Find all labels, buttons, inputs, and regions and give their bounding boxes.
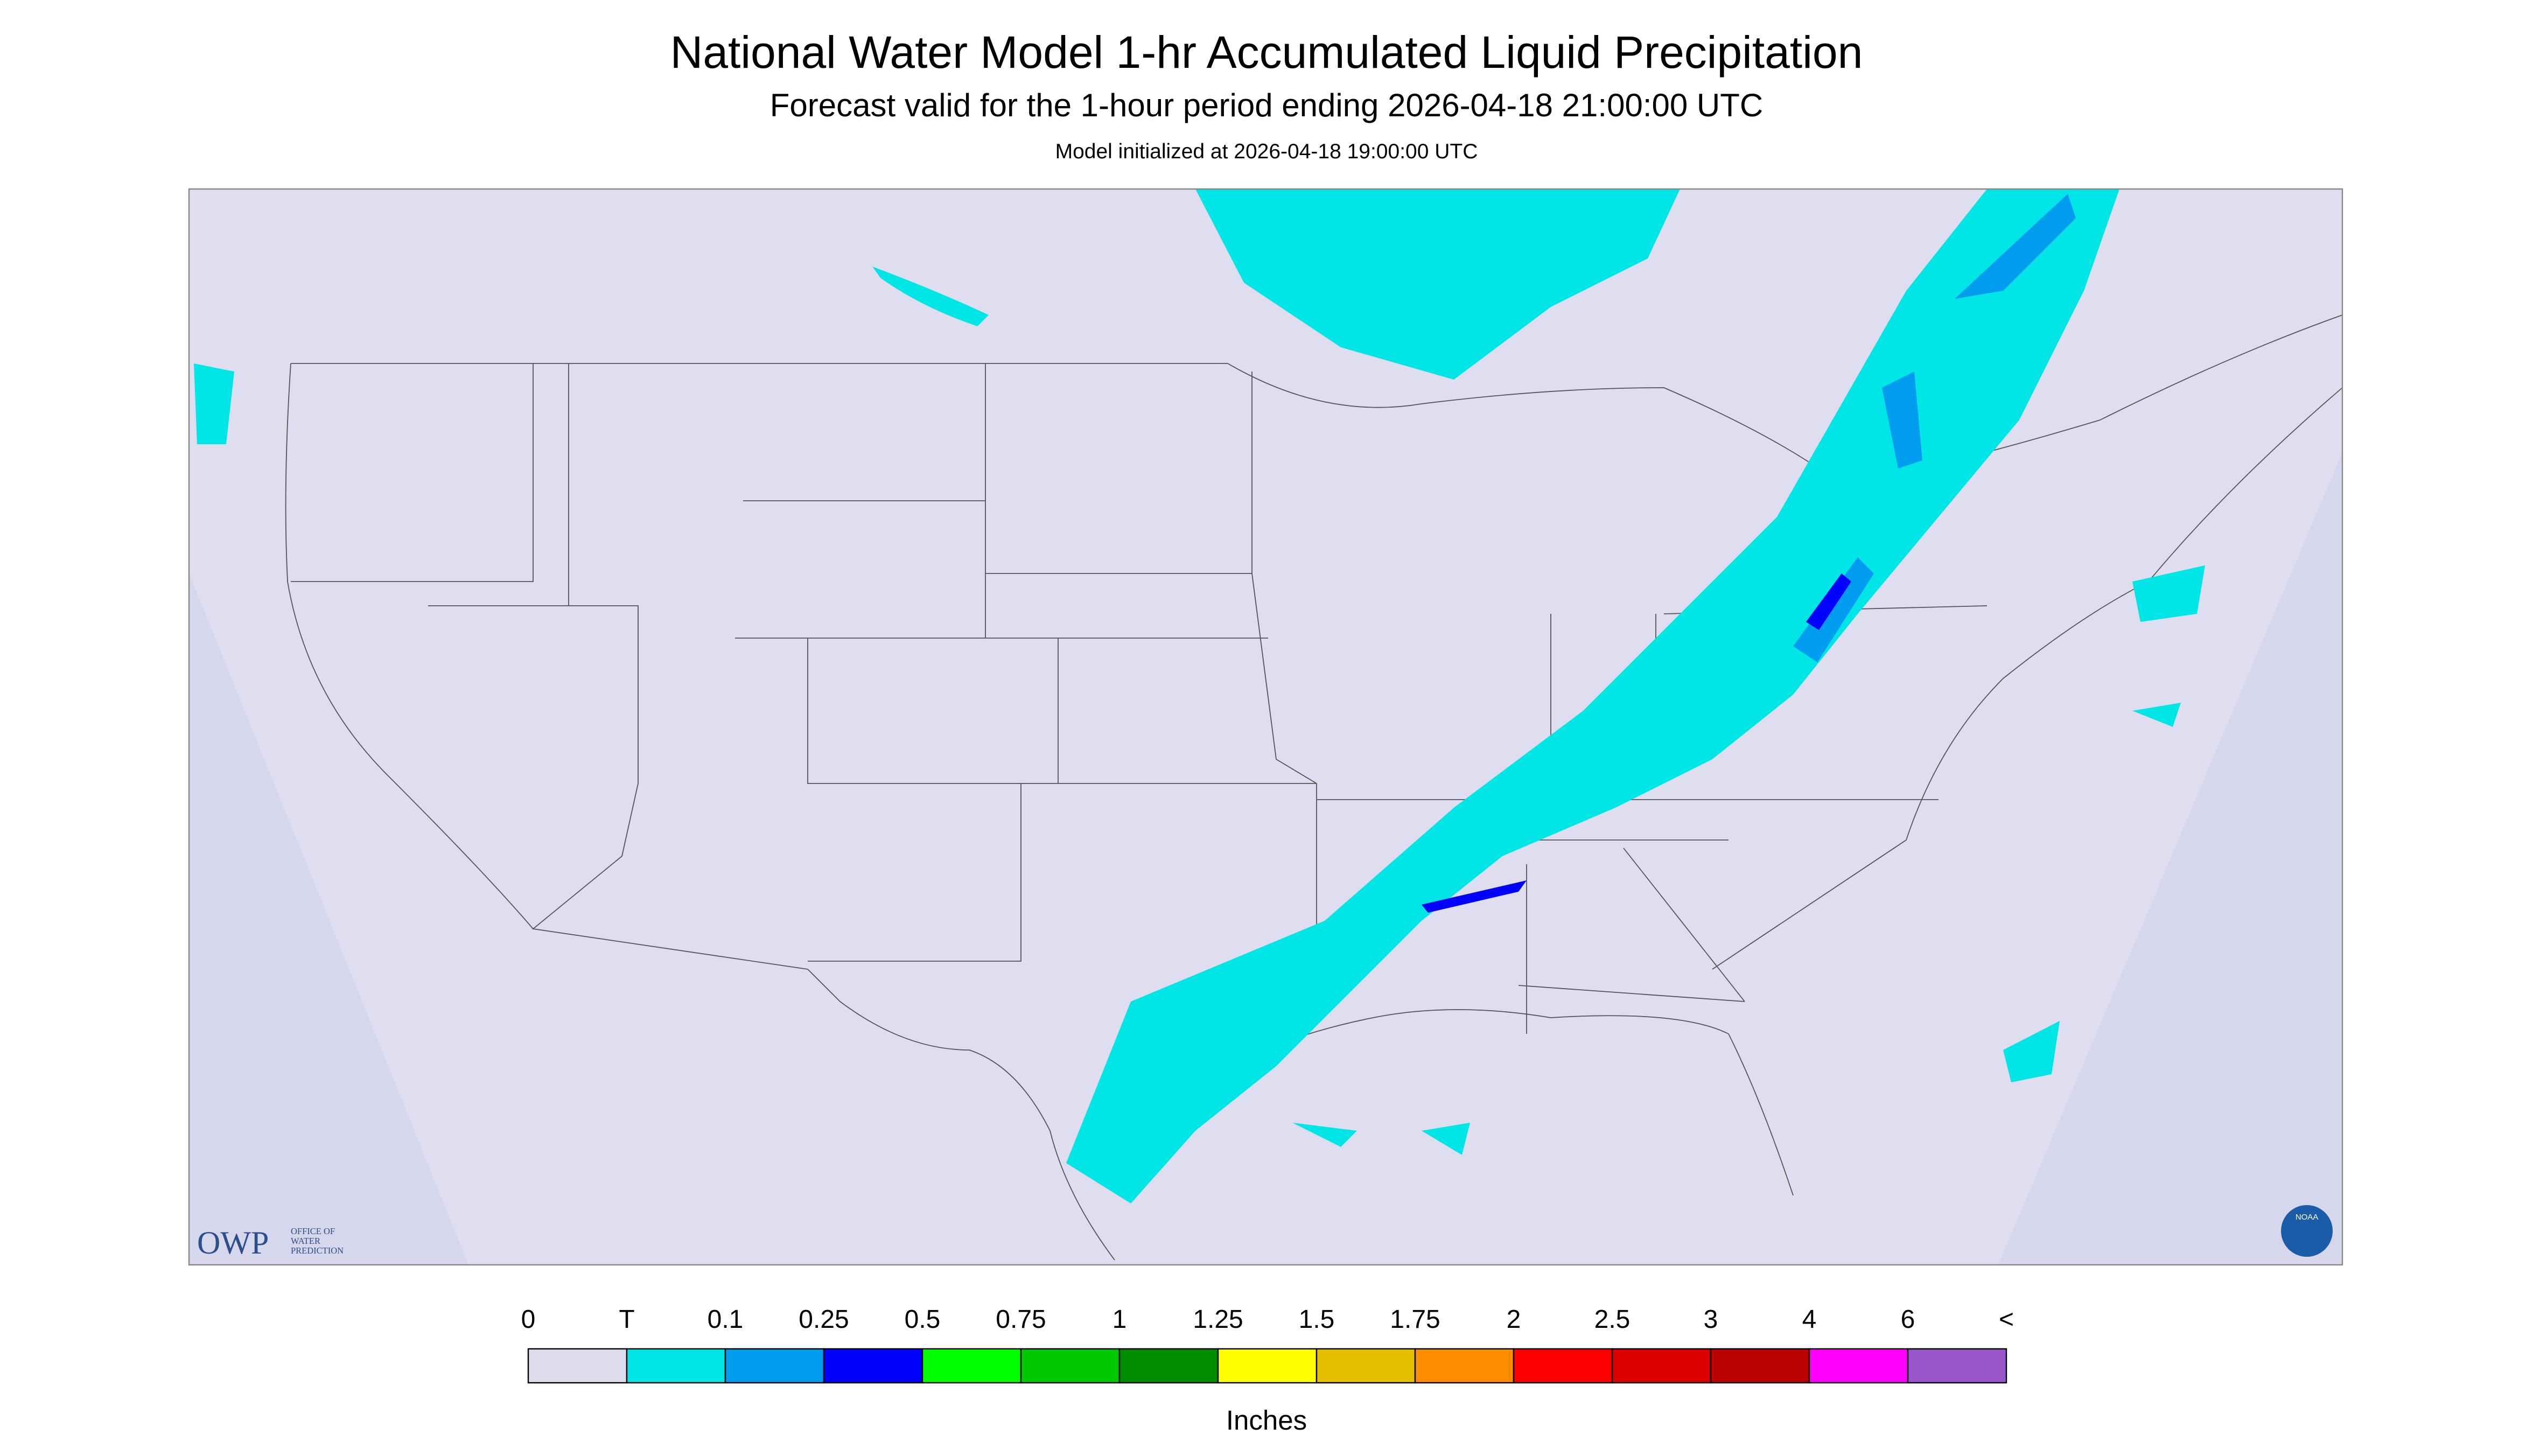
subtitle: Forecast valid for the 1-hour period end…	[770, 87, 1763, 123]
legend-label: 1.5	[1299, 1305, 1335, 1334]
legend-label: 1.75	[1390, 1305, 1440, 1334]
legend-label: 3	[1704, 1305, 1718, 1334]
legend-label: 2	[1507, 1305, 1521, 1334]
legend-swatch	[1414, 1348, 1515, 1384]
noaa-logo	[2281, 1205, 2333, 1257]
legend: 0 T 0.1 0.25 0.5 0.75 1 1.25 1.5 1.75 2 2.5 3 4 6 <	[521, 1305, 2014, 1384]
legend-label: 0.1	[708, 1305, 744, 1334]
owp-logo: OWP	[197, 1225, 269, 1261]
legend-swatch	[823, 1348, 923, 1384]
legend-unit: Inches	[1226, 1405, 1307, 1436]
owp-logo-text: OFFICE OF	[291, 1226, 335, 1236]
legend-swatch	[1611, 1348, 1712, 1384]
legend-label: <	[1999, 1305, 2014, 1334]
legend-label: 2.5	[1594, 1305, 1631, 1334]
borders	[285, 314, 2343, 1261]
map: OWP OFFICE OF WATER PREDICTION NOAA	[188, 188, 2343, 1266]
legend-swatch	[1808, 1348, 1909, 1384]
legend-swatch	[1118, 1348, 1219, 1384]
precip-heavy	[1422, 573, 1851, 913]
legend-label: 0.5	[905, 1305, 941, 1334]
legend-swatch	[527, 1348, 628, 1384]
legend-label: 1.25	[1193, 1305, 1243, 1334]
legend-label: T	[619, 1305, 634, 1334]
owp-logo-text: PREDICTION	[291, 1245, 344, 1256]
owp-logo-text: WATER	[291, 1236, 320, 1246]
legend-label: 0.25	[799, 1305, 849, 1334]
legend-swatch	[724, 1348, 825, 1384]
legend-swatch	[1907, 1348, 2007, 1384]
legend-swatch	[1710, 1348, 1810, 1384]
precip-moderate	[1793, 194, 2076, 663]
legend-swatch	[1316, 1348, 1416, 1384]
legend-label: 0	[521, 1305, 536, 1334]
map-frame	[188, 188, 2343, 1266]
legend-swatch	[1217, 1348, 1318, 1384]
legend-label: 6	[1901, 1305, 1915, 1334]
legend-label: 1	[1112, 1305, 1127, 1334]
noaa-logo-text: NOAA	[2296, 1213, 2319, 1222]
title: National Water Model 1-hr Accumulated Li…	[670, 27, 1863, 78]
legend-label: 4	[1802, 1305, 1817, 1334]
legend-swatch	[1020, 1348, 1121, 1384]
projection-domain	[189, 189, 2342, 1265]
precip-light	[194, 189, 2205, 1204]
legend-swatch	[626, 1348, 726, 1384]
legend-swatch	[1513, 1348, 1613, 1384]
init-time: Model initialized at 2026-04-18 19:00:00…	[1055, 140, 1478, 163]
legend-label: 0.75	[996, 1305, 1046, 1334]
legend-swatch	[921, 1348, 1022, 1384]
